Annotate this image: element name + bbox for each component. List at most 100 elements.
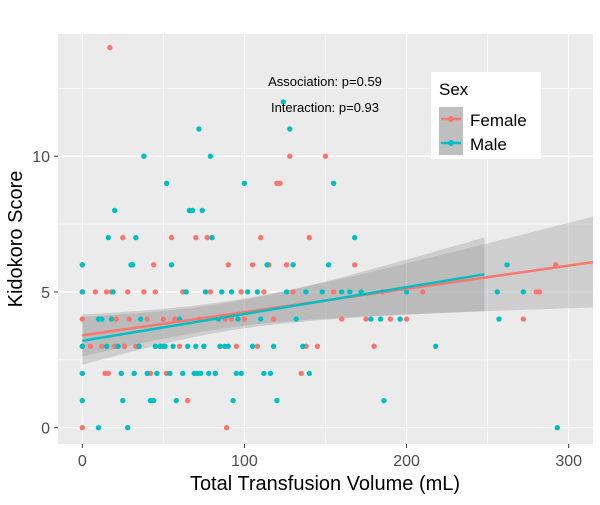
female-data-point bbox=[330, 289, 337, 295]
male-data-point bbox=[167, 370, 173, 377]
male-data-point bbox=[202, 289, 209, 295]
female-data-point bbox=[290, 289, 296, 295]
male-data-point bbox=[274, 397, 280, 404]
female-data-point bbox=[79, 316, 86, 322]
female-data-point bbox=[103, 289, 110, 295]
female-data-point bbox=[87, 343, 94, 349]
male-data-point bbox=[219, 289, 225, 295]
male-data-point bbox=[245, 289, 251, 295]
annotation-association: Association: p=0.59 bbox=[268, 74, 382, 89]
female-data-point bbox=[322, 153, 329, 159]
male-data-point bbox=[254, 289, 261, 295]
legend-label-male: Male bbox=[470, 135, 507, 154]
male-data-point bbox=[206, 370, 212, 377]
female-data-point bbox=[258, 234, 264, 241]
male-data-point bbox=[79, 397, 86, 404]
x-tick-label: 300 bbox=[555, 453, 582, 470]
male-data-point bbox=[280, 99, 286, 105]
male-data-point bbox=[201, 343, 207, 349]
male-confidence-band bbox=[82, 237, 485, 365]
male-data-point bbox=[368, 316, 374, 322]
male-data-point bbox=[554, 425, 560, 431]
female-data-point bbox=[287, 153, 293, 159]
male-data-point bbox=[377, 316, 384, 322]
axes: 0 100 200 300 0 5 10 bbox=[32, 149, 582, 470]
male-data-point bbox=[180, 370, 186, 377]
male-data-point bbox=[193, 343, 199, 349]
male-data-point bbox=[198, 370, 204, 377]
legend-label-female: Female bbox=[470, 111, 527, 130]
male-data-point bbox=[162, 343, 168, 349]
male-data-point bbox=[118, 370, 124, 377]
male-data-point bbox=[168, 262, 175, 268]
male-data-point bbox=[306, 370, 312, 377]
male-data-point bbox=[217, 343, 223, 349]
male-data-point bbox=[397, 316, 403, 322]
male-data-point bbox=[228, 289, 235, 295]
female-data-point bbox=[228, 316, 235, 322]
male-data-point bbox=[108, 316, 115, 322]
male-data-point bbox=[261, 370, 267, 377]
male-data-point bbox=[300, 343, 306, 349]
female-data-point bbox=[241, 316, 248, 322]
male-data-point bbox=[105, 234, 112, 241]
x-tick-label: 0 bbox=[78, 453, 87, 470]
x-axis-label: Total Transfusion Volume (mL) bbox=[190, 473, 460, 495]
annotation-interaction: Interaction: p=0.93 bbox=[271, 100, 379, 115]
male-data-point bbox=[170, 343, 176, 349]
data-points bbox=[79, 44, 560, 431]
male-data-point bbox=[504, 262, 510, 268]
female-data-point bbox=[249, 262, 256, 268]
legend-key-male-dot bbox=[448, 140, 454, 146]
y-axis-label: Kidokoro Score bbox=[5, 171, 27, 308]
male-data-point bbox=[225, 343, 231, 349]
male-data-point bbox=[326, 262, 332, 268]
male-data-point bbox=[99, 316, 105, 322]
female-confidence-band bbox=[82, 216, 594, 357]
female-data-point bbox=[306, 234, 312, 241]
x-tick-label: 100 bbox=[231, 453, 258, 470]
confidence-bands bbox=[82, 216, 594, 365]
male-data-point bbox=[152, 343, 158, 349]
male-data-point bbox=[138, 316, 144, 322]
female-data-point bbox=[420, 289, 426, 295]
male-data-point bbox=[95, 425, 102, 431]
male-data-point bbox=[270, 343, 277, 349]
male-data-point bbox=[154, 370, 160, 377]
legend-key-female-dot bbox=[448, 116, 454, 122]
female-data-point bbox=[314, 343, 321, 349]
female-data-point bbox=[363, 316, 369, 322]
male-data-point bbox=[103, 343, 110, 349]
male-data-point bbox=[151, 397, 157, 404]
male-data-point bbox=[144, 370, 150, 377]
female-data-point bbox=[207, 289, 214, 295]
male-data-point bbox=[131, 370, 137, 377]
female-data-point bbox=[144, 316, 150, 322]
female-data-point bbox=[233, 343, 239, 349]
male-data-point bbox=[303, 289, 309, 295]
male-data-point bbox=[230, 397, 236, 404]
female-data-point bbox=[261, 289, 267, 295]
male-fit-line bbox=[82, 273, 485, 343]
female-data-point bbox=[283, 262, 290, 268]
male-data-point bbox=[79, 370, 86, 377]
female-data-point bbox=[125, 289, 131, 295]
female-data-point bbox=[160, 316, 167, 322]
male-data-point bbox=[79, 343, 86, 349]
male-data-point bbox=[209, 234, 215, 241]
female-data-point bbox=[387, 316, 393, 322]
female-data-point bbox=[105, 370, 112, 377]
female-data-point bbox=[371, 343, 377, 349]
female-data-point bbox=[120, 234, 126, 241]
female-data-point bbox=[270, 316, 277, 322]
male-data-point bbox=[189, 207, 196, 214]
female-data-point bbox=[152, 289, 158, 295]
female-data-point bbox=[225, 262, 231, 268]
female-data-point bbox=[254, 343, 261, 349]
male-data-point bbox=[136, 343, 142, 349]
male-data-point bbox=[433, 343, 439, 349]
male-data-point bbox=[339, 289, 345, 295]
male-data-point bbox=[249, 343, 256, 349]
male-data-point bbox=[115, 343, 121, 349]
female-data-point bbox=[185, 397, 191, 404]
